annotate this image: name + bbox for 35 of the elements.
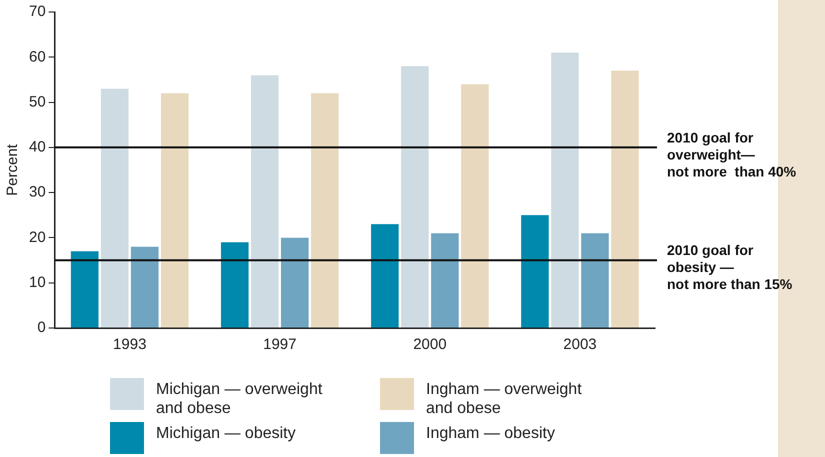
- bar: [581, 233, 609, 328]
- y-tick-label: 40: [28, 138, 46, 156]
- bar: [250, 75, 279, 328]
- bar: [311, 93, 339, 328]
- bar: [281, 238, 309, 328]
- y-tick-label: 0: [37, 319, 46, 336]
- legend-label: Ingham — overweight and obese: [426, 380, 582, 418]
- x-tick-label: 2000: [413, 336, 447, 354]
- bar: [401, 66, 429, 328]
- y-tick-label: 20: [28, 228, 46, 246]
- bar: [551, 52, 579, 328]
- y-tick-label: 70: [28, 3, 46, 20]
- bar: [431, 233, 459, 328]
- x-tick-label: 2003: [563, 336, 597, 354]
- ref-line-label: 2010 goal for obesity — not more than 15%: [667, 242, 793, 292]
- bar: [160, 93, 189, 328]
- bar: [220, 242, 249, 328]
- y-tick-label: 50: [28, 93, 46, 110]
- bar: [100, 88, 129, 328]
- bar: [461, 84, 489, 328]
- bar: [130, 246, 159, 328]
- y-tick-label: 10: [28, 274, 46, 291]
- y-tick-label: 30: [28, 184, 46, 201]
- bar: [611, 70, 639, 328]
- legend-label: Michigan — obesity: [156, 424, 296, 443]
- y-tick-label: 60: [28, 48, 46, 66]
- legend-label: Ingham — obesity: [426, 424, 555, 443]
- x-tick-label: 1993: [113, 336, 146, 354]
- y-axis-title: Percent: [4, 143, 22, 196]
- bar: [371, 224, 399, 328]
- bar: [521, 215, 549, 328]
- bar: [70, 251, 99, 328]
- legend-label: Michigan — overweight and obese: [156, 380, 322, 418]
- ref-line-label: 2010 goal for overweight— not more than 40%: [667, 129, 797, 180]
- x-tick-label: 1997: [263, 336, 296, 354]
